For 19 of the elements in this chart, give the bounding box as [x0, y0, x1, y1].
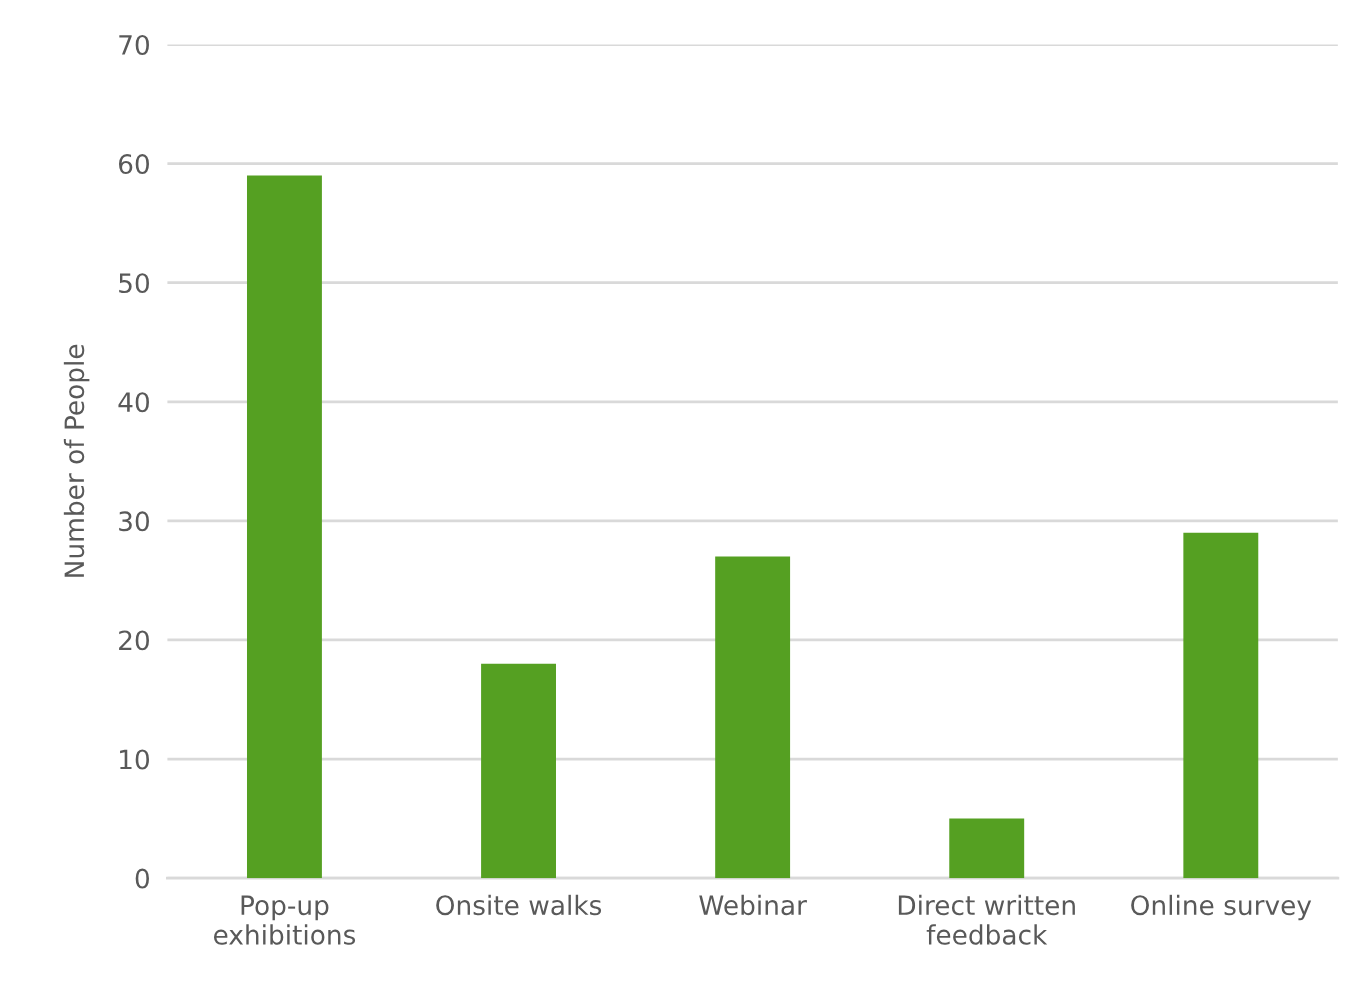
x-tick-label: Webinar — [699, 894, 807, 916]
y-axis-title: Number of People — [63, 344, 90, 577]
x-tick-label: Onsite walks — [436, 894, 602, 916]
y-tick-label: 10 — [120, 749, 149, 770]
y-tick-label: 40 — [118, 392, 149, 413]
bar — [481, 663, 556, 879]
x-tick-label: Online survey — [1131, 894, 1312, 921]
bar — [1183, 532, 1259, 879]
y-tick-label: 0 — [135, 868, 149, 889]
bar — [715, 556, 791, 879]
bar — [949, 818, 1025, 879]
y-tick-label: 30 — [119, 511, 149, 532]
y-tick-label: 60 — [119, 154, 149, 175]
y-tick-label: 70 — [119, 34, 149, 55]
y-tick-label: 20 — [119, 630, 149, 651]
x-tick-label: Pop-up exhibitions — [213, 895, 356, 945]
bar — [246, 175, 322, 879]
x-tick-label: Direct written feedback — [898, 894, 1075, 945]
y-tick-label: 50 — [119, 273, 149, 294]
